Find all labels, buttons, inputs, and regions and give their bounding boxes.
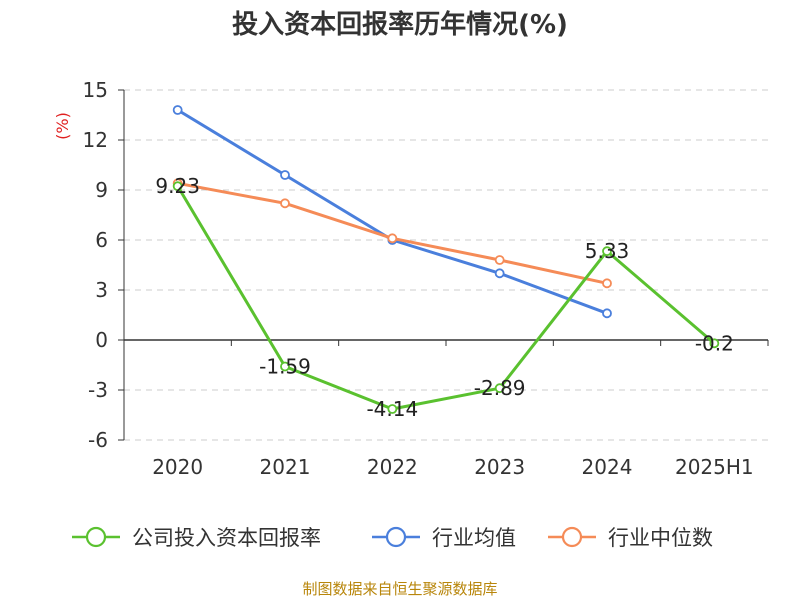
data-label: -4.14 <box>366 397 418 421</box>
legend-label: 公司投入资本回报率 <box>132 526 321 550</box>
data-label: 5.33 <box>585 239 630 263</box>
data-point <box>602 308 612 319</box>
data-point <box>494 268 505 279</box>
series <box>172 105 720 414</box>
y-tick-label: 15 <box>83 78 108 102</box>
data-point <box>602 278 612 289</box>
series-line <box>176 185 716 411</box>
data-source-note: 制图数据来自恒生聚源数据库 <box>302 580 498 598</box>
data-point <box>494 255 505 265</box>
legend-label: 行业均值 <box>432 526 516 550</box>
data-label: 9.23 <box>155 174 200 198</box>
data-point <box>280 361 290 372</box>
y-tick-label: 0 <box>95 328 108 352</box>
data-point <box>387 404 398 414</box>
y-tick-label: 12 <box>83 128 108 152</box>
data-labels: 9.23 -1.59 -4.14 -2.89 5.33 -0.2 <box>155 174 733 421</box>
x-tick-label: 2024 <box>582 455 633 479</box>
x-tick-label: 2023 <box>474 455 525 479</box>
data-point <box>494 383 505 394</box>
y-tick-label: 9 <box>95 178 108 202</box>
legend-marker <box>561 526 583 548</box>
data-point <box>709 338 720 349</box>
y-tick-label: 6 <box>95 228 108 252</box>
data-point <box>602 246 612 257</box>
data-point <box>172 105 183 115</box>
legend-marker <box>85 526 107 548</box>
legend-marker <box>385 526 407 548</box>
data-point <box>172 181 183 192</box>
grid-lines <box>124 89 768 441</box>
data-label: -0.2 <box>695 331 734 355</box>
axes: 15 12 9 6 3 0 -3 -6 2020 2021 2022 2023 2024 2025H1 <box>83 78 769 479</box>
y-tick-label: 3 <box>95 278 108 302</box>
data-point <box>280 198 290 209</box>
data-label: -1.59 <box>259 355 311 379</box>
x-tick-label: 2022 <box>367 455 418 479</box>
y-axis-label: (%) <box>53 112 72 140</box>
chart-title: 投入资本回报率历年情况(%) <box>232 10 568 40</box>
x-tick-label: 2021 <box>260 455 311 479</box>
legend-item[interactable]: 公司投入资本回报率 <box>72 526 321 550</box>
legend-label: 行业中位数 <box>608 526 713 550</box>
x-tick-label: 2025H1 <box>675 455 754 479</box>
x-tick-label: 2020 <box>152 455 203 479</box>
data-point <box>387 233 398 244</box>
data-label: -2.89 <box>474 376 526 400</box>
legend-item[interactable]: 行业中位数 <box>548 526 713 550</box>
y-tick-label: -3 <box>88 378 108 402</box>
data-point <box>280 170 290 180</box>
legend: 公司投入资本回报率 行业均值 行业中位数 <box>72 526 713 550</box>
series-line <box>177 181 608 285</box>
legend-item[interactable]: 行业均值 <box>372 526 516 550</box>
y-tick-label: -6 <box>88 428 108 452</box>
